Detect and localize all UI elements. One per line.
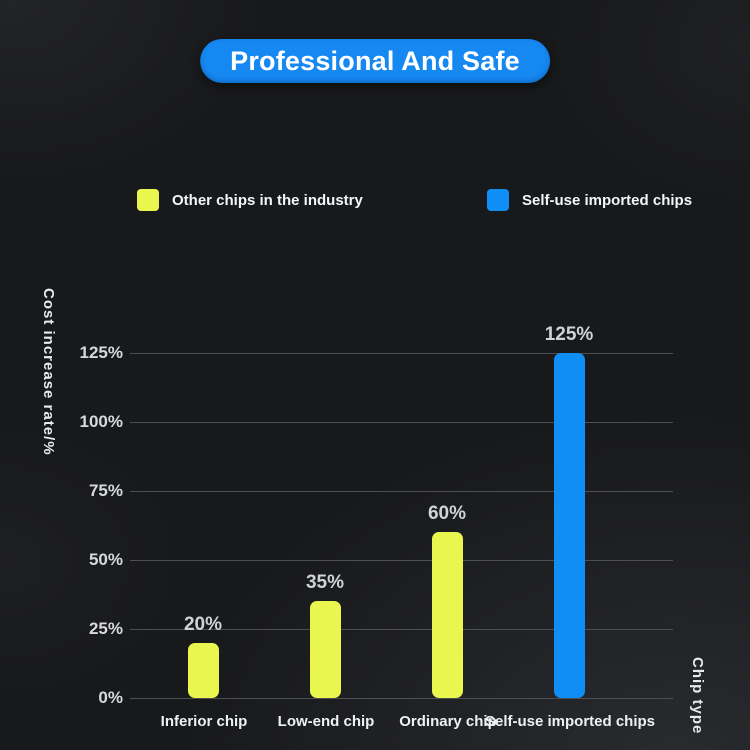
y-tick-label: 25% [88, 619, 123, 638]
legend-swatch [137, 189, 159, 211]
y-axis-title: Cost increase rate/% [40, 288, 57, 456]
y-tick-label: 50% [88, 550, 123, 569]
y-tick-label: 125% [79, 343, 123, 362]
page-title: Professional And Safe [230, 46, 520, 76]
x-category-label: Ordinary chip [399, 713, 497, 730]
gridline-75% [130, 491, 673, 492]
legend-swatch [487, 189, 509, 211]
bar-value-label: 125% [544, 324, 594, 345]
y-tick-label: 0% [98, 688, 123, 707]
legend-label: Self-use imported chips [522, 191, 693, 209]
gridline-0% [130, 698, 673, 699]
legend-label: Other chips in the industry [172, 191, 363, 209]
bar-Inferior chip [187, 642, 219, 698]
gridline-50% [130, 560, 673, 561]
legend-item-blue: Self-use imported chips [487, 189, 692, 211]
y-tick-label: 100% [79, 412, 123, 431]
bar-value-label: 35% [305, 572, 345, 594]
bar-value-label: 60% [427, 503, 467, 525]
x-category-label: Self-use imported chips [484, 713, 656, 730]
gridline-100% [130, 422, 673, 423]
legend-item-yellow: Other chips in the industry [137, 189, 363, 211]
x-axis-title: Chip type [689, 657, 706, 735]
gridline-125% [130, 353, 673, 354]
gridline-25% [130, 629, 673, 630]
x-category-label: Inferior chip [160, 713, 248, 730]
title-banner: Professional And Safe [200, 39, 550, 83]
bar-Low-end chip [309, 601, 341, 698]
y-tick-label: 75% [88, 481, 123, 500]
bar-Self-use imported chips [553, 353, 585, 698]
bar-value-label: 20% [183, 613, 223, 635]
bar-Ordinary chip [431, 532, 463, 698]
x-category-label: Low-end chip [277, 713, 375, 730]
